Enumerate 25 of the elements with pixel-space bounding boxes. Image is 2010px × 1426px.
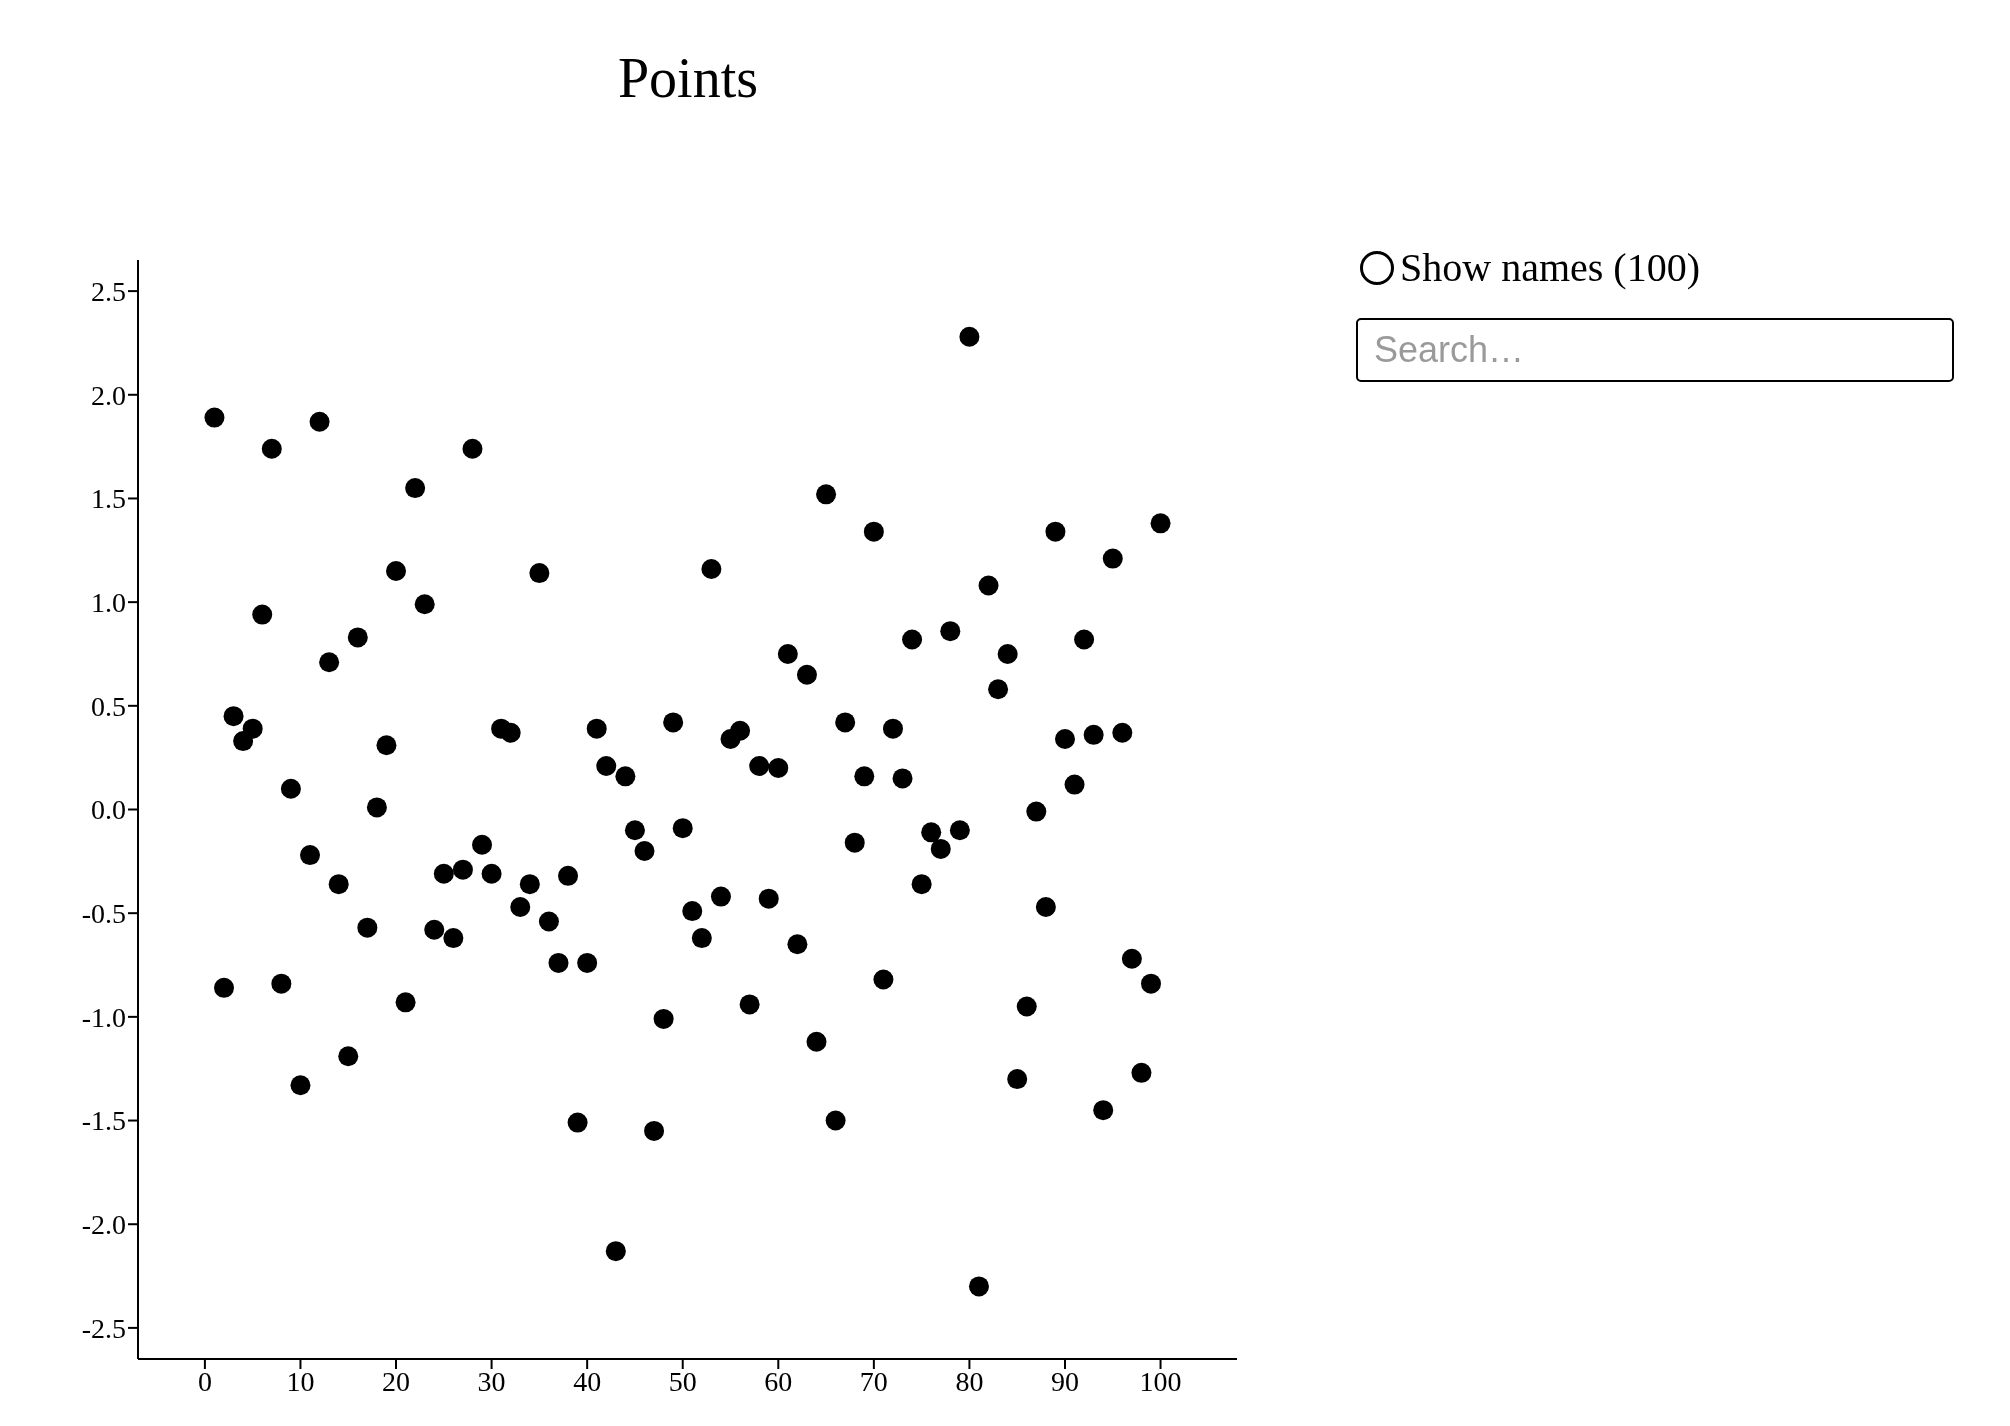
x-tick-label: 0	[197, 1365, 212, 1397]
y-tick-label: -1.0	[81, 1001, 126, 1033]
y-tick-label: 2.0	[91, 379, 126, 411]
x-tick-label: 40	[573, 1365, 602, 1397]
x-tick-label: 80	[955, 1365, 984, 1397]
search-field: Search…	[1356, 318, 1954, 382]
y-tick-label: 1.5	[91, 483, 126, 515]
y-tick-label: -0.5	[81, 898, 126, 930]
x-tick-label: 20	[382, 1365, 411, 1397]
y-tick-label: -1.5	[81, 1105, 126, 1137]
x-tick-label: 100	[1139, 1365, 1182, 1397]
y-tick-label: 0.0	[91, 794, 126, 826]
chart-title: Points	[616, 46, 760, 110]
x-tick-label: 90	[1050, 1365, 1079, 1397]
x-tick-label: 70	[859, 1365, 888, 1397]
x-tick-label: 60	[764, 1365, 793, 1397]
x-tick-label: 10	[286, 1365, 315, 1397]
x-tick-label: 30	[477, 1365, 506, 1397]
y-tick-label: 1.0	[91, 587, 126, 619]
y-tick-label: 0.5	[91, 690, 126, 722]
y-tick-label: -2.0	[81, 1209, 126, 1241]
y-tick-label: -2.5	[81, 1312, 126, 1344]
text: Show names (100)	[1400, 244, 1700, 291]
x-tick-label: 50	[668, 1365, 697, 1397]
y-tick-label: 2.5	[91, 276, 126, 308]
